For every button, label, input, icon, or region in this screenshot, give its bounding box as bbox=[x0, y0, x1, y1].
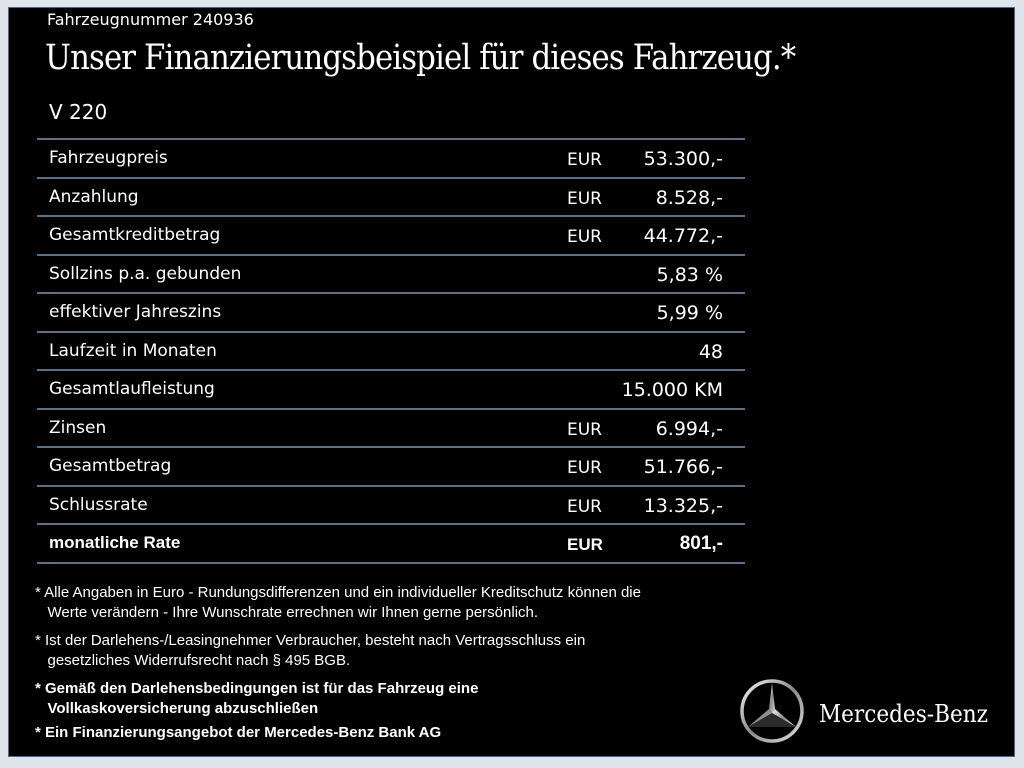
row-label: Anzahlung bbox=[49, 186, 139, 207]
row-label: Laufzeit in Monaten bbox=[49, 340, 217, 361]
row-label: Gesamtlaufleistung bbox=[49, 379, 215, 399]
footnote-2: * Ist der Darlehens-/Leasingnehmer Verbr… bbox=[35, 632, 586, 669]
table-row: Sollzins p.a. gebunden 5,83 % bbox=[37, 256, 745, 294]
row-currency: EUR bbox=[567, 150, 602, 170]
row-value: 48 bbox=[698, 340, 723, 363]
row-currency: EUR bbox=[567, 458, 602, 478]
table-row: monatliche Rate EUR 801,- bbox=[37, 525, 745, 564]
row-currency: EUR bbox=[567, 496, 602, 517]
row-label: Schlussrate bbox=[49, 494, 148, 515]
row-value: 6.994,- bbox=[655, 417, 723, 440]
row-value: 51.766,- bbox=[643, 456, 723, 478]
table-row: Zinsen EUR 6.994,- bbox=[37, 410, 745, 448]
row-currency: EUR bbox=[567, 419, 602, 440]
vehicle-number: Fahrzeugnummer 240936 bbox=[47, 10, 254, 29]
row-value: 5,83 % bbox=[656, 263, 723, 286]
brand-wordmark: Mercedes-Benz bbox=[819, 700, 989, 728]
table-row: Anzahlung EUR 8.528,- bbox=[37, 179, 745, 217]
table-row: Gesamtlaufleistung 15.000 KM bbox=[37, 371, 745, 410]
row-value: 44.772,- bbox=[643, 225, 723, 247]
row-currency: EUR bbox=[567, 535, 603, 554]
row-value: 8.528,- bbox=[655, 186, 723, 209]
row-value: 53.300,- bbox=[643, 148, 723, 170]
table-row: Fahrzeugpreis EUR 53.300,- bbox=[37, 140, 745, 179]
table-row: Gesamtkreditbetrag EUR 44.772,- bbox=[37, 217, 745, 256]
row-currency: EUR bbox=[567, 188, 602, 209]
footnote-3: * Gemäß den Darlehensbedingungen ist für… bbox=[35, 680, 479, 717]
row-label: Sollzins p.a. gebunden bbox=[49, 263, 242, 284]
row-label: Fahrzeugpreis bbox=[49, 148, 168, 168]
table-row: Gesamtbetrag EUR 51.766,- bbox=[37, 448, 745, 487]
model-name: V 220 bbox=[49, 100, 108, 124]
footnote-1: * Alle Angaben in Euro - Rundungsdiffere… bbox=[35, 584, 641, 621]
page-title: Unser Finanzierungsbeispiel für dieses F… bbox=[45, 38, 796, 78]
offer-panel: Fahrzeugnummer 240936 Unser Finanzierung… bbox=[8, 7, 1015, 757]
row-label: effektiver Jahreszins bbox=[49, 302, 222, 322]
row-value: 13.325,- bbox=[643, 494, 723, 517]
mercedes-star-logo bbox=[740, 679, 804, 743]
row-value: 5,99 % bbox=[656, 302, 723, 324]
row-value: 801,- bbox=[679, 533, 723, 554]
table-row: Laufzeit in Monaten 48 bbox=[37, 333, 745, 371]
row-label: Gesamtbetrag bbox=[49, 456, 172, 476]
financing-table: Fahrzeugpreis EUR 53.300,- Anzahlung EUR 8.52… bbox=[37, 138, 745, 564]
table-row: Schlussrate EUR 13.325,- bbox=[37, 487, 745, 525]
row-value: 15.000 KM bbox=[621, 379, 723, 401]
row-label: monatliche Rate bbox=[49, 533, 181, 552]
table-row: effektiver Jahreszins 5,99 % bbox=[37, 294, 745, 333]
row-label: Gesamtkreditbetrag bbox=[49, 225, 221, 245]
row-currency: EUR bbox=[567, 227, 602, 247]
row-label: Zinsen bbox=[49, 417, 107, 438]
footnote-4: * Ein Finanzierungsangebot der Mercedes-… bbox=[35, 724, 442, 741]
